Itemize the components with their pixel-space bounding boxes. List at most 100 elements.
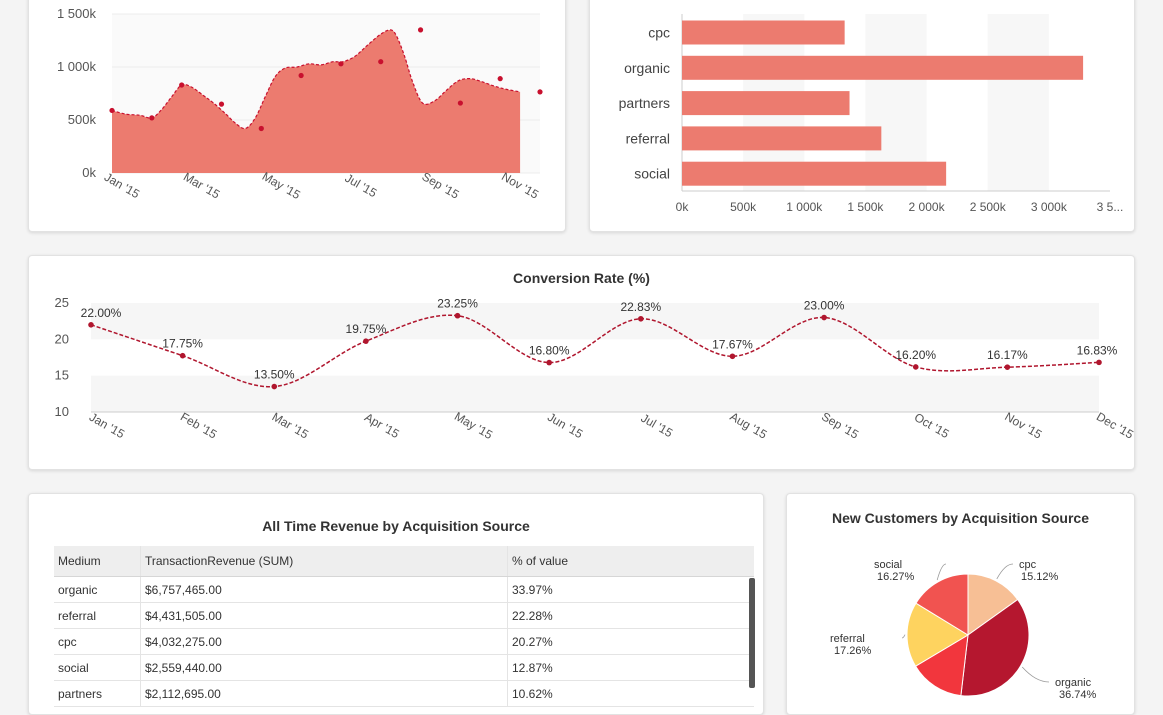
revenue-by-source-bar-chart-card: cpc organic partners referral social 0k 500k 1 … — [589, 0, 1135, 232]
x-tick-label: Sep '15 — [819, 409, 861, 441]
data-point — [378, 59, 384, 65]
cell-percent: 22.28% — [507, 602, 754, 629]
x-tick-label: Mar '15 — [270, 410, 312, 442]
x-tick-label: May '15 — [260, 169, 303, 202]
pie-slice — [960, 598, 1030, 697]
x-tick-label: Oct '15 — [912, 410, 952, 441]
column-header-percent[interactable]: % of value — [507, 546, 754, 577]
data-point — [363, 338, 369, 344]
category-label: partners — [619, 95, 670, 111]
data-point — [546, 359, 552, 366]
data-label: 23.25% — [437, 297, 478, 311]
category-label: organic — [624, 60, 670, 76]
y-tick-label: 20 — [55, 331, 69, 346]
table-row[interactable]: social $2,559,440.00 12.87% — [54, 654, 754, 681]
data-label: 22.00% — [81, 306, 122, 320]
cell-medium: cpc — [54, 628, 141, 655]
new-customers-pie-card: New Customers by Acquisition Source cpc 1… — [786, 493, 1135, 715]
x-tick-label: May '15 — [452, 409, 495, 442]
table-row[interactable]: cpc $4,032,275.00 20.27% — [54, 628, 754, 655]
x-tick-label: 500k — [730, 200, 757, 214]
revenue-area-chart: 0k 500k 1 000k 1 500k Jan '15 Mar '15 May '15 J… — [57, 6, 543, 202]
pie-slice — [906, 602, 969, 667]
bar — [682, 55, 1084, 80]
x-tick-label: 2 500k — [970, 200, 1007, 214]
pie-slice — [915, 573, 969, 636]
grid-band — [91, 375, 1099, 412]
data-label: 23.00% — [804, 299, 845, 313]
column-header-medium[interactable]: Medium — [54, 546, 141, 577]
x-tick-label: 3 5... — [1097, 200, 1124, 214]
slice-name-label: organic — [1055, 677, 1092, 689]
data-label: 17.75% — [162, 337, 203, 351]
slice-value-label: 15.12% — [1021, 571, 1059, 583]
data-point — [537, 89, 543, 95]
data-point — [179, 82, 185, 88]
y-tick-label: 25 — [55, 295, 69, 310]
data-label: 13.50% — [254, 368, 295, 382]
table-row[interactable]: organic $6,757,465.00 33.97% — [54, 576, 754, 603]
x-tick-label: Apr '15 — [362, 410, 402, 441]
slice-name-label: cpc — [1019, 559, 1037, 571]
data-point — [149, 115, 155, 121]
x-tick-label: Jul '15 — [638, 411, 675, 440]
table-scrollbar[interactable] — [749, 578, 755, 688]
column-header-revenue[interactable]: TransactionRevenue (SUM) — [140, 546, 508, 577]
cell-revenue: $2,112,695.00 — [140, 680, 508, 707]
area-series — [112, 29, 521, 174]
data-point — [821, 314, 827, 321]
x-tick-label: Dec '15 — [1094, 409, 1134, 441]
cell-percent: 12.87% — [507, 654, 754, 681]
x-tick-label: 2 000k — [909, 200, 946, 214]
x-tick-label: Jul '15 — [343, 171, 380, 200]
data-point — [457, 100, 463, 106]
conversion-rate-card: Conversion Rate (%) 10 15 20 25 22.00% 17.75%… — [28, 255, 1135, 470]
slice-value-label: 16.27% — [877, 571, 915, 583]
table-row[interactable]: partners $2,112,695.00 10.62% — [54, 680, 754, 707]
x-tick-label: Nov '15 — [499, 169, 541, 201]
conversion-rate-title: Conversion Rate (%) — [513, 270, 650, 286]
slice-value-label: 36.74% — [1059, 689, 1097, 701]
grid-band — [987, 14, 1049, 191]
data-point — [338, 61, 344, 67]
x-tick-label: Nov '15 — [1002, 409, 1044, 441]
data-point — [912, 364, 919, 370]
data-point — [638, 315, 644, 322]
x-tick-label: 3 000k — [1031, 200, 1068, 214]
pie-slice — [914, 634, 969, 697]
data-point — [218, 101, 225, 107]
cell-revenue: $4,431,505.00 — [140, 602, 508, 629]
leader-line — [936, 563, 947, 581]
x-tick-label: Sep '15 — [420, 169, 462, 201]
x-tick-label: 1 000k — [786, 200, 823, 214]
grid-band — [865, 14, 927, 191]
x-tick-label: Aug '15 — [727, 409, 769, 441]
bar — [682, 126, 882, 151]
data-label: 19.75% — [346, 322, 387, 336]
slice-name-label: social — [874, 559, 902, 571]
y-tick-label: 15 — [55, 368, 69, 383]
data-point — [417, 27, 424, 33]
x-tick-label: Mar '15 — [181, 170, 223, 202]
cell-percent: 20.27% — [507, 628, 754, 655]
cell-medium: partners — [54, 680, 141, 707]
conversion-rate-line-chart: 10 15 20 25 22.00% 17.75% 13.50% 19.75% 23.25% 16… — [55, 295, 1134, 442]
data-point — [271, 383, 278, 390]
cell-medium: social — [54, 654, 141, 681]
revenue-table: Medium TransactionRevenue (SUM) % of val… — [54, 546, 754, 707]
cell-percent: 10.62% — [507, 680, 754, 707]
data-point — [454, 312, 461, 319]
x-tick-label: Feb '15 — [178, 410, 220, 442]
data-point — [497, 76, 503, 82]
leader-line — [901, 634, 906, 639]
data-label: 16.80% — [529, 344, 570, 358]
grid-band — [91, 303, 1099, 340]
slice-value-label: 17.26% — [834, 645, 872, 657]
data-point — [109, 107, 115, 114]
cell-percent: 33.97% — [507, 576, 754, 603]
data-point — [179, 352, 186, 359]
bar — [682, 161, 947, 186]
table-row[interactable]: referral $4,431,505.00 22.28% — [54, 602, 754, 629]
pie-slice — [967, 573, 1019, 636]
